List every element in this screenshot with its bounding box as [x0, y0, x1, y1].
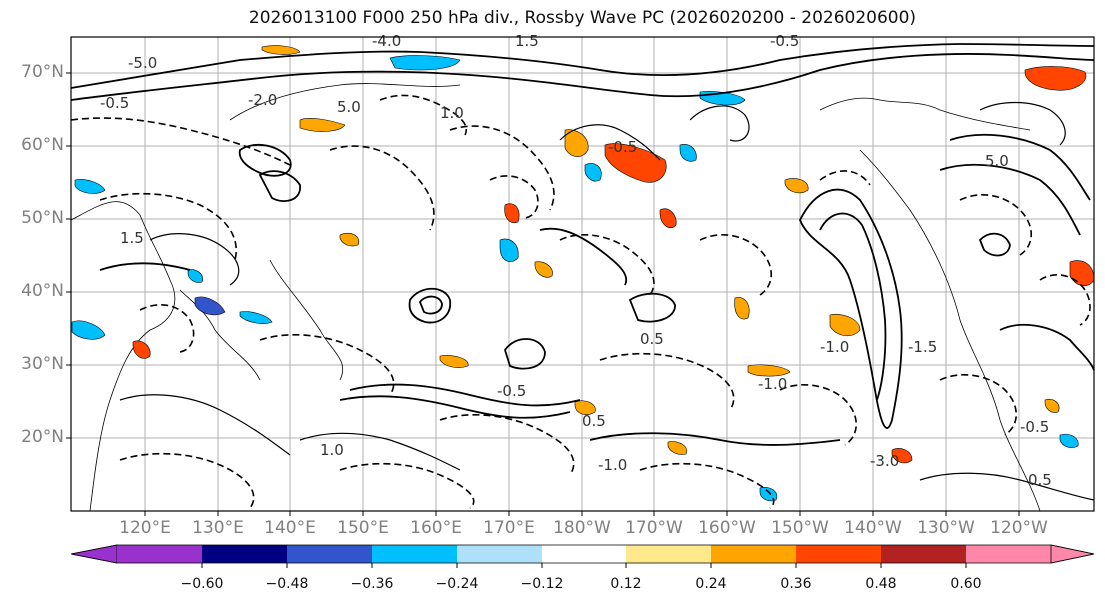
coastlines [70, 83, 1041, 512]
colorbar-tick-label: 0.24 [695, 576, 727, 592]
lon-label: 180°W [553, 518, 611, 538]
contour-label: 1.5 [120, 229, 144, 247]
contour-label: 5.0 [985, 152, 1009, 170]
lon-label: 150°E [337, 518, 389, 538]
contour-label: 1.0 [320, 441, 344, 459]
contour-label: -0.5 [770, 32, 799, 50]
graticule [71, 37, 1094, 511]
shading-blobs [71, 45, 1095, 502]
lat-label-60n: 60°N [21, 135, 64, 155]
lon-label: 170°W [625, 518, 683, 538]
lon-label: 160°E [410, 518, 462, 538]
contour-label: -1.0 [820, 338, 849, 356]
lat-label-50n: 50°N [21, 208, 64, 228]
contour-label: -0.5 [1020, 418, 1049, 436]
lon-label: 120°W [990, 518, 1048, 538]
contour-label: -4.0 [372, 32, 401, 50]
contour-label: -1.0 [758, 375, 787, 393]
lon-label: 140°W [844, 518, 902, 538]
colorbar-tick-label: −0.24 [435, 576, 479, 592]
colorbar-tick-label: 0.60 [950, 576, 982, 592]
contour-label: -5.0 [128, 54, 157, 72]
colorbar-tick-label: 0.48 [865, 576, 897, 592]
contour-labels: -5.0 -0.5 -4.0 1.5 -0.5 -2.0 1.0 -0.5 5.… [100, 32, 1052, 489]
contour-label: -0.5 [100, 94, 129, 112]
lat-label-40n: 40°N [21, 281, 64, 301]
contour-label: 1.5 [515, 32, 539, 50]
colorbar-tick-label: 0.12 [610, 576, 642, 592]
thin-contours [119, 101, 1095, 501]
contour-label: -0.5 [497, 382, 526, 400]
lon-label: 130°W [917, 518, 975, 538]
negative-contours [70, 94, 1091, 509]
contour-label: -0.5 [608, 138, 637, 156]
contour-label: 0.5 [582, 412, 606, 430]
lon-label: 170°E [483, 518, 535, 538]
contour-label: -1.0 [598, 456, 627, 474]
colorbar-tick-label: −0.60 [180, 576, 224, 592]
lat-label-20n: 20°N [21, 427, 64, 447]
lon-label: 120°E [119, 518, 171, 538]
contour-label: 0.5 [1028, 471, 1052, 489]
map-title: 2026013100 F000 250 hPa div., Rossby Wav… [248, 8, 917, 28]
contour-label: -3.0 [870, 452, 899, 470]
colorbar-tick-label: −0.12 [520, 576, 564, 592]
lon-label: 150°W [771, 518, 829, 538]
colorbar-tick-label: 0.36 [780, 576, 812, 592]
contour-label: 1.0 [440, 104, 464, 122]
lon-label: 160°W [698, 518, 756, 538]
contour-label: -2.0 [248, 91, 277, 109]
lat-label-70n: 70°N [21, 62, 64, 82]
colorbar-tick-label: −0.36 [350, 576, 394, 592]
contour-label: -1.5 [908, 338, 937, 356]
colorbar-tick-label: −0.48 [265, 576, 309, 592]
contour-label: 0.5 [640, 330, 664, 348]
lat-label-30n: 30°N [21, 354, 64, 374]
lon-label: 130°E [192, 518, 244, 538]
contour-label: 5.0 [337, 98, 361, 116]
positive-contours [70, 43, 1095, 446]
lon-label: 140°E [264, 518, 316, 538]
axis-ticks [66, 72, 1020, 516]
